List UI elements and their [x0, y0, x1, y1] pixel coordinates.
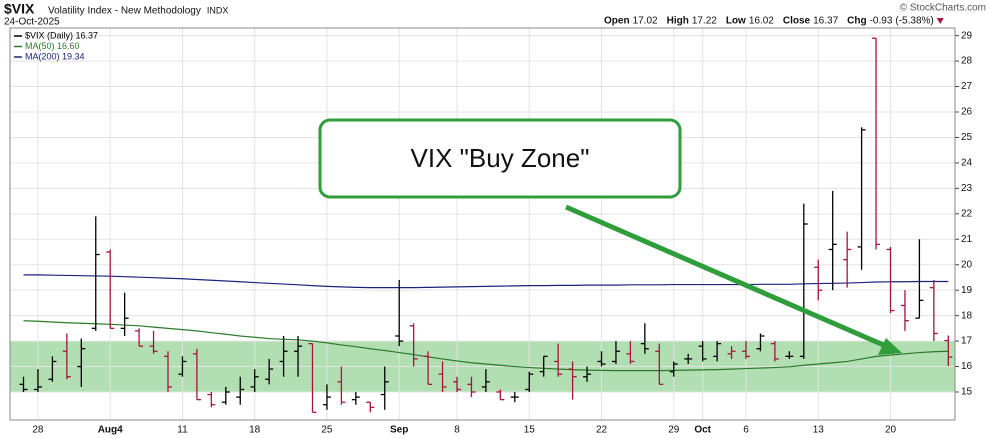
quote-value: 17.22	[692, 16, 717, 27]
quote-value: 16.02	[749, 16, 774, 27]
quote-change-pct: (-5.38%)	[895, 16, 933, 27]
down-indicator	[936, 18, 944, 24]
x-tick-label: Aug4	[98, 425, 123, 436]
quote-label: Close	[783, 16, 811, 27]
x-tick-label: 18	[249, 425, 261, 436]
y-tick-label: 26	[961, 107, 973, 118]
copyright: © StockCharts.com	[900, 3, 986, 14]
date: 24-Oct-2025	[4, 17, 60, 28]
moving-average-line	[23, 320, 949, 372]
y-tick-label: 20	[961, 259, 973, 270]
exchange: INDX	[207, 5, 229, 15]
x-tick-label: 28	[32, 425, 44, 436]
quote-label: Open	[604, 16, 630, 27]
x-tick-label: 8	[454, 425, 460, 436]
x-tick-label: 22	[596, 425, 608, 436]
x-tick-label: 11	[177, 425, 188, 436]
quote-label: Low	[726, 16, 746, 27]
quote-label: Chg	[847, 16, 866, 27]
x-tick-label: 29	[668, 425, 680, 436]
chart-title: $VIX	[4, 1, 35, 17]
legend-label: MA(50) 16.60	[25, 41, 80, 51]
quote-value: -0.93	[870, 16, 893, 27]
y-tick-label: 18	[961, 310, 973, 321]
x-tick-label: Sep	[390, 425, 408, 436]
quote-value: 17.02	[633, 16, 658, 27]
x-tick-label: Oct	[694, 425, 711, 436]
x-tick-label: 13	[813, 425, 825, 436]
y-tick-label: 25	[961, 132, 973, 143]
y-tick-label: 15	[961, 387, 973, 398]
callout-text: VIX "Buy Zone"	[411, 143, 590, 173]
x-tick-label: 25	[321, 425, 333, 436]
x-tick-label: 20	[885, 425, 897, 436]
arrow-shaft	[565, 204, 889, 350]
moving-average-line	[23, 274, 949, 289]
y-tick-label: 23	[961, 183, 973, 194]
x-tick-label: 15	[524, 425, 536, 436]
legend-label: MA(200) 19.34	[25, 51, 85, 61]
legend-label: $VIX (Daily) 16.37	[25, 30, 98, 40]
y-tick-label: 21	[961, 234, 973, 245]
x-tick-label: 6	[743, 425, 749, 436]
y-tick-label: 28	[961, 56, 973, 67]
y-tick-label: 17	[961, 336, 973, 347]
plot-area: 15 16 17 18 19 20 21 22 23 24 25 26 27 28 29 28 Aug4 11 18…	[9, 27, 973, 436]
y-tick-label: 16	[961, 361, 973, 372]
callout-box	[318, 118, 682, 199]
quote-value: 16.37	[813, 16, 838, 27]
y-tick-label: 27	[961, 81, 973, 92]
quote-label: High	[667, 16, 689, 27]
subtitle: Volatility Index - New Methodology	[48, 6, 201, 17]
y-tick-label: 29	[961, 30, 973, 41]
y-tick-label: 19	[961, 285, 973, 296]
arrow-head	[878, 338, 902, 355]
plot-border	[9, 27, 956, 421]
y-tick-label: 24	[961, 158, 973, 169]
y-tick-label: 22	[961, 208, 973, 219]
